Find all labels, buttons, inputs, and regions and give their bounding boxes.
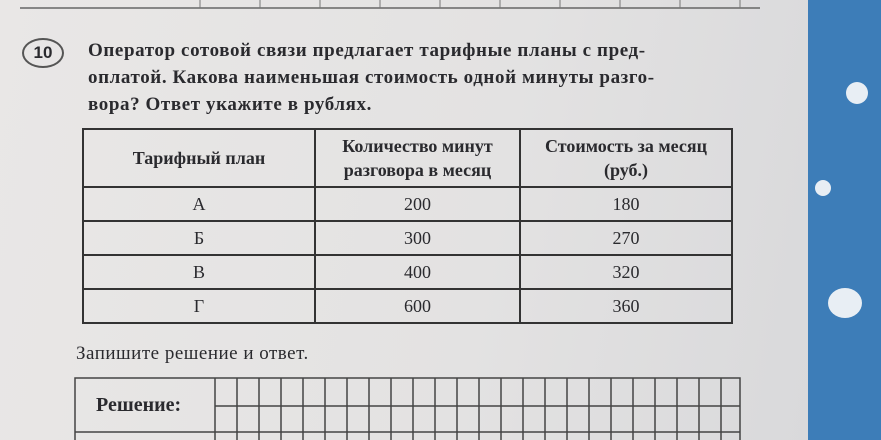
table-cell: А	[82, 186, 316, 222]
page-lines	[20, 0, 760, 440]
table-cell: 320	[519, 254, 733, 290]
header-cell: Тарифный план	[82, 128, 316, 188]
header-text: разговора в месяц	[343, 160, 492, 180]
top-grid	[199, 0, 741, 8]
table-cell: 180	[519, 186, 733, 222]
table-cell: 360	[519, 288, 733, 324]
table-cell: 300	[314, 220, 521, 256]
fabric-dot	[815, 180, 831, 196]
header-cell: Количество минут разговора в месяц	[314, 128, 521, 188]
answer-grid	[74, 377, 741, 440]
table-cell: 270	[519, 220, 733, 256]
instruction: Запишите решение и ответ.	[76, 343, 309, 364]
table-row: А 200 180	[82, 186, 733, 222]
fabric-dot	[828, 288, 862, 318]
tariff-table: Тарифный план Количество минут разговора …	[82, 128, 733, 324]
fabric-dot	[846, 82, 868, 104]
header-row: Тарифный план Количество минут разговора …	[82, 128, 733, 188]
table-cell: 600	[314, 288, 521, 324]
table-cell: Г	[82, 288, 316, 324]
question-line: Оператор сотовой связи предлагает тарифн…	[88, 40, 646, 61]
problem-number: 10	[22, 38, 64, 68]
question-line: вора? Ответ укажите в рублях.	[88, 94, 372, 115]
question-line: оплатой. Какова наименьшая стоимость одн…	[88, 67, 655, 88]
header-text: Количество минут	[342, 136, 493, 156]
table-row: Б 300 270	[82, 220, 733, 256]
header-text: (руб.)	[603, 160, 649, 180]
table-cell: Б	[82, 220, 316, 256]
table-cell: В	[82, 254, 316, 290]
paper: 10 Оператор сотовой связи предлагает тар…	[0, 0, 808, 440]
header-text: Тарифный план	[132, 148, 266, 168]
header-cell: Стоимость за месяц (руб.)	[519, 128, 733, 188]
solution-label: Решение:	[96, 394, 182, 416]
table-cell: 400	[314, 254, 521, 290]
header-text: Стоимость за месяц	[545, 136, 707, 156]
table-row: В 400 320	[82, 254, 733, 290]
table-row: Г 600 360	[82, 288, 733, 324]
table-cell: 200	[314, 186, 521, 222]
